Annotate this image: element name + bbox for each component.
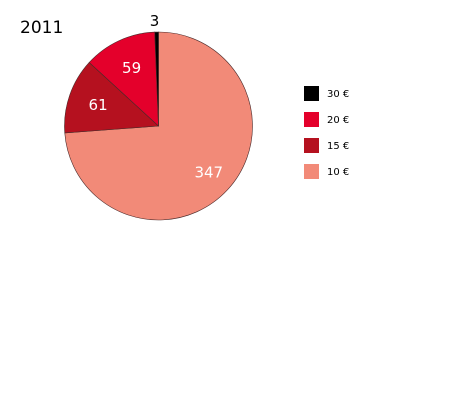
- legend-label: 15 €: [327, 141, 349, 152]
- slice-label-59: 59: [122, 59, 141, 77]
- slice-label-347: 347: [194, 164, 223, 182]
- pie-slice-3: [154, 31, 159, 127]
- legend-item: 15 €: [304, 138, 349, 153]
- pie-slice-61: [64, 62, 160, 134]
- chart-title: 2011: [20, 18, 63, 38]
- legend-item: 10 €: [304, 164, 349, 179]
- legend-label: 10 €: [327, 167, 349, 178]
- slice-label-3: 3: [150, 12, 160, 30]
- legend-swatch: [304, 164, 319, 179]
- pie-slices: [64, 31, 253, 221]
- legend-label: 20 €: [327, 115, 349, 126]
- legend-item: 20 €: [304, 112, 349, 127]
- legend: 30 € 20 € 15 € 10 €: [304, 86, 349, 179]
- legend-label: 30 €: [327, 89, 349, 100]
- slice-label-61: 61: [89, 96, 108, 114]
- pie-slice-59: [88, 31, 159, 127]
- pie-slice-labels: 347 61 59 3: [89, 12, 224, 182]
- legend-item: 30 €: [304, 86, 349, 101]
- legend-swatch: [304, 112, 319, 127]
- legend-swatch: [304, 138, 319, 153]
- legend-swatch: [304, 86, 319, 101]
